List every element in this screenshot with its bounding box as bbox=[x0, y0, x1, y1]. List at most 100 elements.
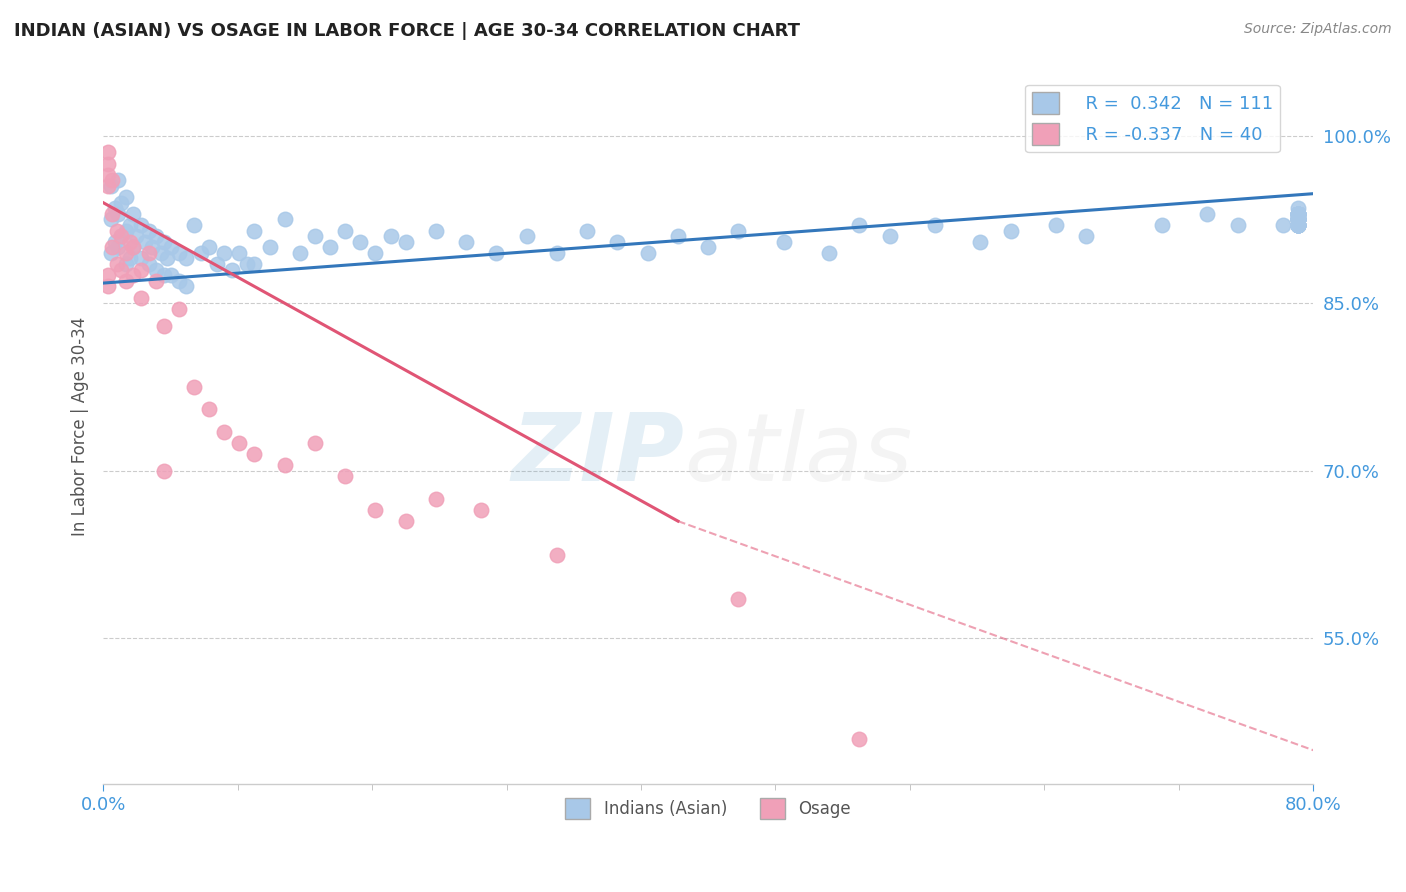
Point bbox=[1286, 212, 1309, 227]
Point bbox=[1286, 212, 1309, 227]
Point bbox=[152, 268, 174, 283]
Point bbox=[122, 207, 145, 221]
Point bbox=[212, 246, 235, 260]
Point bbox=[1150, 218, 1173, 232]
Point bbox=[470, 503, 492, 517]
Point bbox=[97, 268, 120, 283]
Point bbox=[425, 223, 447, 237]
Point bbox=[1286, 218, 1309, 232]
Point bbox=[176, 279, 198, 293]
Point bbox=[1286, 212, 1309, 227]
Point bbox=[879, 229, 901, 244]
Point bbox=[122, 268, 145, 283]
Point bbox=[145, 274, 167, 288]
Point bbox=[243, 223, 266, 237]
Point bbox=[129, 218, 152, 232]
Point bbox=[228, 246, 250, 260]
Point bbox=[236, 257, 259, 271]
Point bbox=[110, 229, 132, 244]
Point bbox=[149, 246, 172, 260]
Point bbox=[101, 173, 124, 187]
Point bbox=[304, 436, 326, 450]
Point bbox=[259, 240, 281, 254]
Point bbox=[160, 268, 183, 283]
Point bbox=[243, 257, 266, 271]
Point bbox=[97, 178, 120, 193]
Point bbox=[145, 262, 167, 277]
Point bbox=[1286, 207, 1309, 221]
Point bbox=[697, 240, 720, 254]
Point bbox=[183, 380, 205, 394]
Point bbox=[1286, 207, 1309, 221]
Point bbox=[364, 246, 387, 260]
Point bbox=[1286, 212, 1309, 227]
Point bbox=[848, 218, 870, 232]
Point bbox=[1076, 229, 1098, 244]
Point bbox=[97, 156, 120, 170]
Point bbox=[1286, 201, 1309, 215]
Point bbox=[100, 178, 122, 193]
Point bbox=[1286, 207, 1309, 221]
Y-axis label: In Labor Force | Age 30-34: In Labor Force | Age 30-34 bbox=[72, 317, 89, 536]
Point bbox=[156, 252, 179, 266]
Point bbox=[969, 235, 991, 249]
Point bbox=[138, 246, 160, 260]
Point bbox=[152, 464, 174, 478]
Point bbox=[1272, 218, 1295, 232]
Point bbox=[167, 274, 190, 288]
Point bbox=[1286, 207, 1309, 221]
Point bbox=[107, 240, 129, 254]
Point bbox=[666, 229, 689, 244]
Point bbox=[138, 257, 160, 271]
Point bbox=[129, 252, 152, 266]
Point bbox=[546, 246, 568, 260]
Point bbox=[160, 240, 183, 254]
Point bbox=[772, 235, 794, 249]
Point bbox=[1286, 218, 1309, 232]
Point bbox=[395, 235, 418, 249]
Point bbox=[637, 246, 659, 260]
Point bbox=[110, 262, 132, 277]
Point bbox=[1286, 212, 1309, 227]
Point bbox=[97, 168, 120, 182]
Point bbox=[304, 229, 326, 244]
Point bbox=[425, 491, 447, 506]
Point bbox=[727, 592, 749, 607]
Point bbox=[107, 207, 129, 221]
Point bbox=[101, 207, 124, 221]
Point bbox=[1286, 218, 1309, 232]
Point bbox=[120, 218, 142, 232]
Point bbox=[198, 240, 221, 254]
Point bbox=[152, 235, 174, 249]
Point bbox=[129, 291, 152, 305]
Legend: Indians (Asian), Osage: Indians (Asian), Osage bbox=[558, 792, 858, 825]
Point bbox=[1000, 223, 1022, 237]
Point bbox=[1286, 212, 1309, 227]
Point bbox=[176, 252, 198, 266]
Point bbox=[485, 246, 508, 260]
Point bbox=[576, 223, 599, 237]
Point bbox=[319, 240, 342, 254]
Point bbox=[114, 223, 136, 237]
Point bbox=[1286, 212, 1309, 227]
Point bbox=[606, 235, 628, 249]
Point bbox=[1197, 207, 1219, 221]
Point bbox=[104, 201, 127, 215]
Point bbox=[1286, 207, 1309, 221]
Point bbox=[105, 257, 128, 271]
Point bbox=[1286, 212, 1309, 227]
Point bbox=[104, 235, 127, 249]
Point bbox=[1286, 218, 1309, 232]
Point bbox=[114, 246, 136, 260]
Point bbox=[205, 257, 228, 271]
Point bbox=[1286, 218, 1309, 232]
Point bbox=[273, 458, 295, 473]
Point bbox=[138, 223, 160, 237]
Point bbox=[1226, 218, 1249, 232]
Point bbox=[1286, 207, 1309, 221]
Point bbox=[395, 514, 418, 528]
Point bbox=[1286, 218, 1309, 232]
Point bbox=[167, 246, 190, 260]
Point bbox=[125, 229, 148, 244]
Point bbox=[1286, 207, 1309, 221]
